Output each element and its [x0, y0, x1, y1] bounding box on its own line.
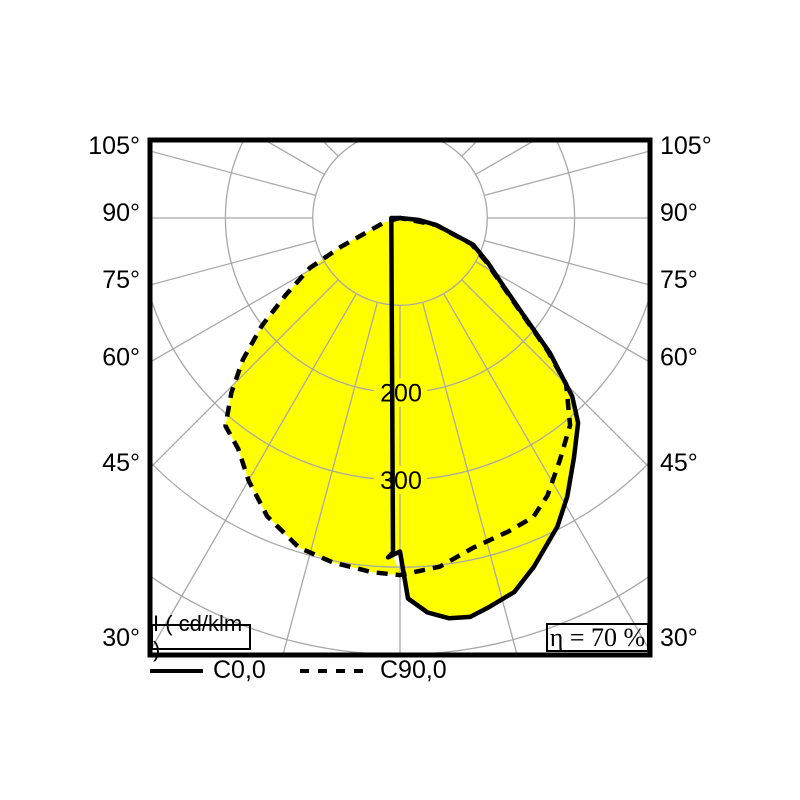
gamma-label-left-105: 105°	[88, 132, 140, 160]
curve-c90	[223, 215, 573, 578]
gamma-label-right-90: 90°	[660, 199, 698, 227]
gamma-label-right-45: 45°	[660, 449, 698, 477]
grid-ray	[484, 150, 650, 197]
grid-ray	[219, 0, 377, 134]
radial-label: 200	[380, 380, 422, 408]
gamma-label-right-60: 60°	[660, 343, 698, 371]
legend: C0,0 C90,0	[0, 655, 800, 695]
quantity-unit-box: I ( cd/klm )	[151, 611, 251, 662]
grid-ray	[354, 140, 357, 143]
gamma-label-right-30: 30°	[660, 624, 698, 652]
grid-ray	[443, 140, 446, 143]
grid-ray	[282, 302, 379, 655]
efficiency-label: η = 70 %	[549, 622, 646, 652]
gamma-label-left-90: 90°	[102, 199, 140, 227]
quantity-unit-label: I ( cd/klm )	[153, 611, 243, 662]
grid-ray	[150, 261, 325, 364]
grid-ray	[263, 140, 325, 175]
grid-ray	[461, 140, 479, 157]
efficiency-box: η = 70 %	[546, 623, 649, 652]
grid-ray	[321, 140, 339, 157]
curve-c0	[385, 215, 581, 621]
gamma-label-left-45: 45°	[102, 449, 140, 477]
grid-ray	[484, 239, 650, 286]
grid-ray	[150, 150, 316, 197]
legend-dashed-line-sample	[300, 669, 370, 673]
grid-ray	[150, 293, 357, 653]
legend-solid-line-sample	[150, 669, 203, 673]
grid-ray	[475, 261, 650, 364]
gamma-label-right-105: 105°	[660, 132, 712, 160]
gamma-label-left-60: 60°	[102, 343, 140, 371]
grid-ray	[150, 239, 316, 286]
grid-ray	[475, 140, 537, 175]
radial-label-bg	[374, 465, 427, 494]
radial-label: 300	[380, 467, 422, 495]
plot-frame	[147, 137, 653, 658]
grid-ray	[461, 279, 650, 469]
gamma-label-left-30: 30°	[102, 624, 140, 652]
grid-ray	[150, 279, 339, 469]
gamma-label-right-75: 75°	[660, 266, 698, 294]
grid-ray	[423, 0, 581, 134]
legend-label-c90: C90,0	[380, 656, 447, 684]
legend-label-c0: C0,0	[213, 656, 266, 684]
radial-label-bg	[374, 378, 427, 407]
gamma-label-left-75: 75°	[102, 266, 140, 294]
grid-ray	[443, 293, 650, 653]
